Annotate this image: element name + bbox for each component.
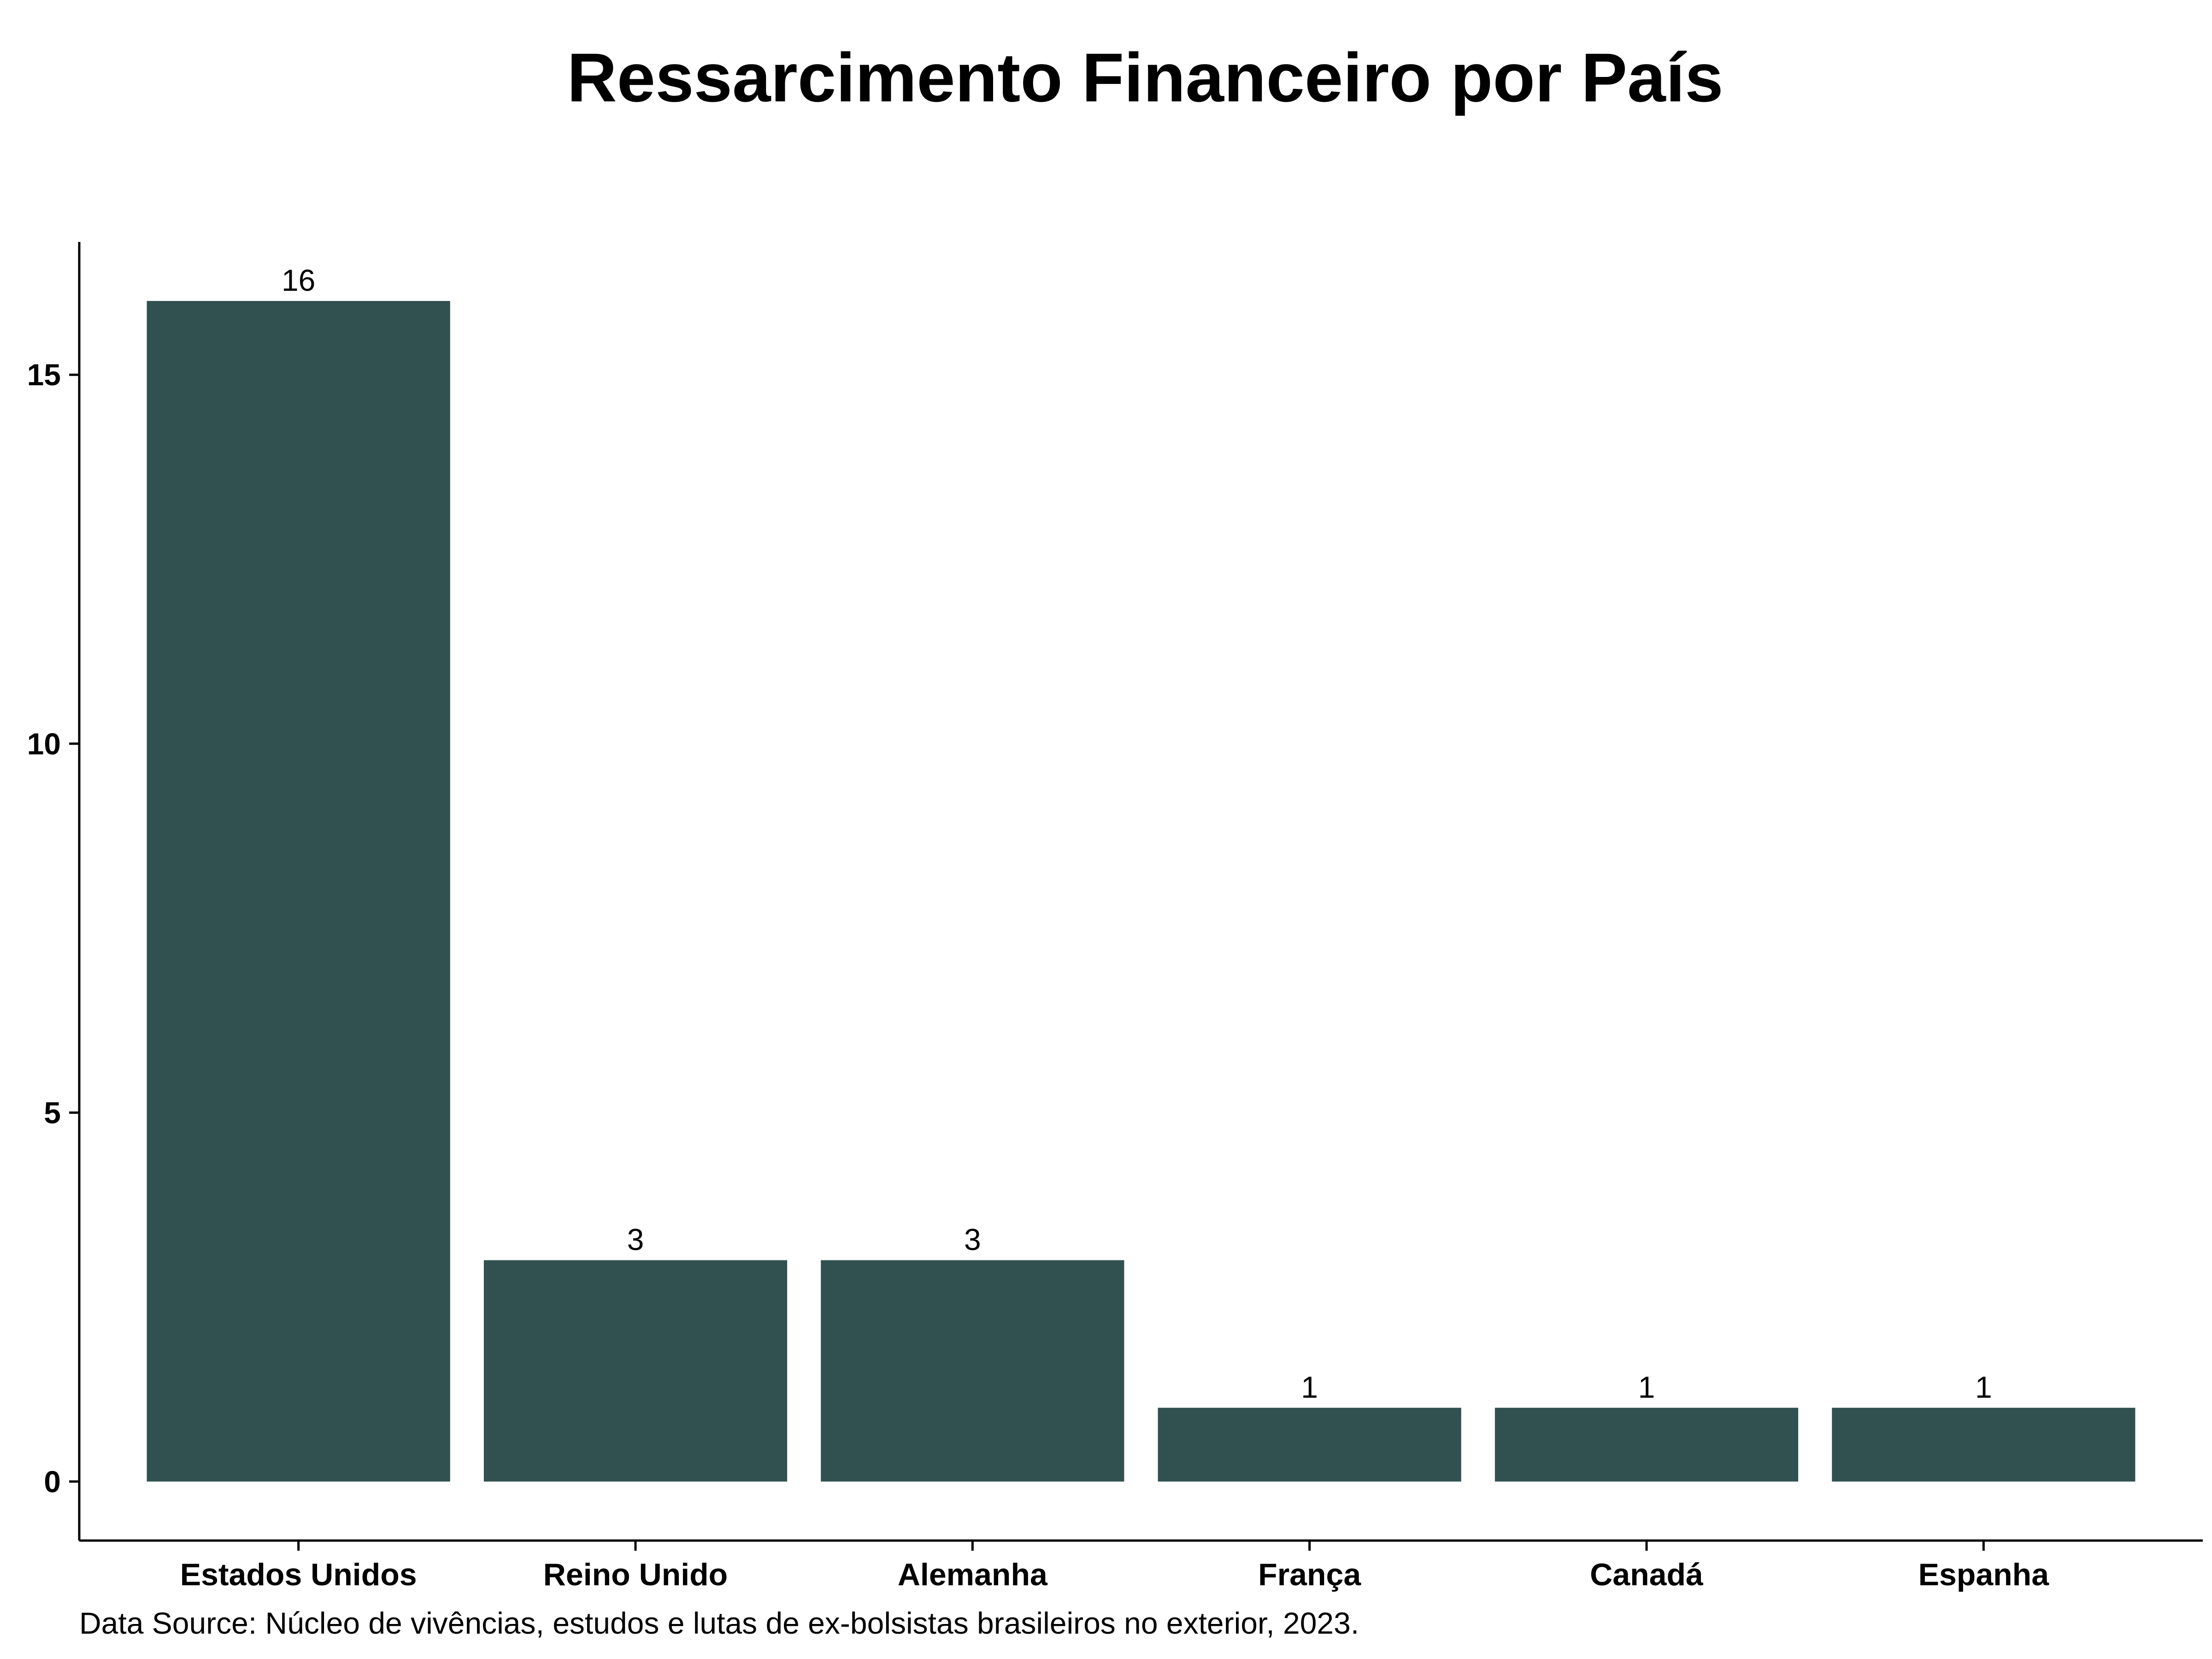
y-tick-label-0: 0 (44, 1465, 61, 1499)
bar-alemanha (821, 1260, 1124, 1482)
data-label-espanha: 1 (1975, 1370, 1992, 1404)
bar-franca (1158, 1407, 1461, 1482)
bar-reino-unido (483, 1260, 788, 1482)
y-tick-label-15: 15 (27, 358, 61, 392)
y-axis: 0 5 10 15 (27, 358, 79, 1499)
x-tick-label-canada: Canadá (1590, 1557, 1703, 1592)
x-tick-label-espanha: Espanha (1918, 1557, 2050, 1592)
data-label-alemanha: 3 (964, 1223, 981, 1257)
data-label-canada: 1 (1638, 1370, 1655, 1404)
chart-title: Ressarcimento Financeiro por País (567, 39, 1723, 116)
x-tick-label-alemanha: Alemanha (898, 1557, 1048, 1592)
x-tick-label-reino-unido: Reino Unido (543, 1557, 728, 1592)
y-tick-label-5: 5 (44, 1095, 61, 1130)
bar-canada (1494, 1407, 1799, 1482)
bars-group (147, 301, 2136, 1482)
data-source-caption: Data Source: Núcleo de vivências, estudo… (79, 1606, 1359, 1640)
y-tick-label-10: 10 (27, 727, 61, 761)
bar-estados-unidos (147, 301, 450, 1482)
x-tick-label-estados-unidos: Estados Unidos (180, 1557, 417, 1592)
data-labels-group: 16 3 3 1 1 1 (282, 263, 1992, 1404)
bar-espanha (1832, 1407, 2136, 1482)
data-label-franca: 1 (1301, 1370, 1318, 1404)
x-axis: Estados Unidos Reino Unido Alemanha França C… (180, 1541, 2049, 1592)
data-label-reino-unido: 3 (627, 1223, 644, 1257)
x-tick-label-franca: França (1258, 1557, 1361, 1592)
data-label-estados-unidos: 16 (282, 263, 315, 297)
